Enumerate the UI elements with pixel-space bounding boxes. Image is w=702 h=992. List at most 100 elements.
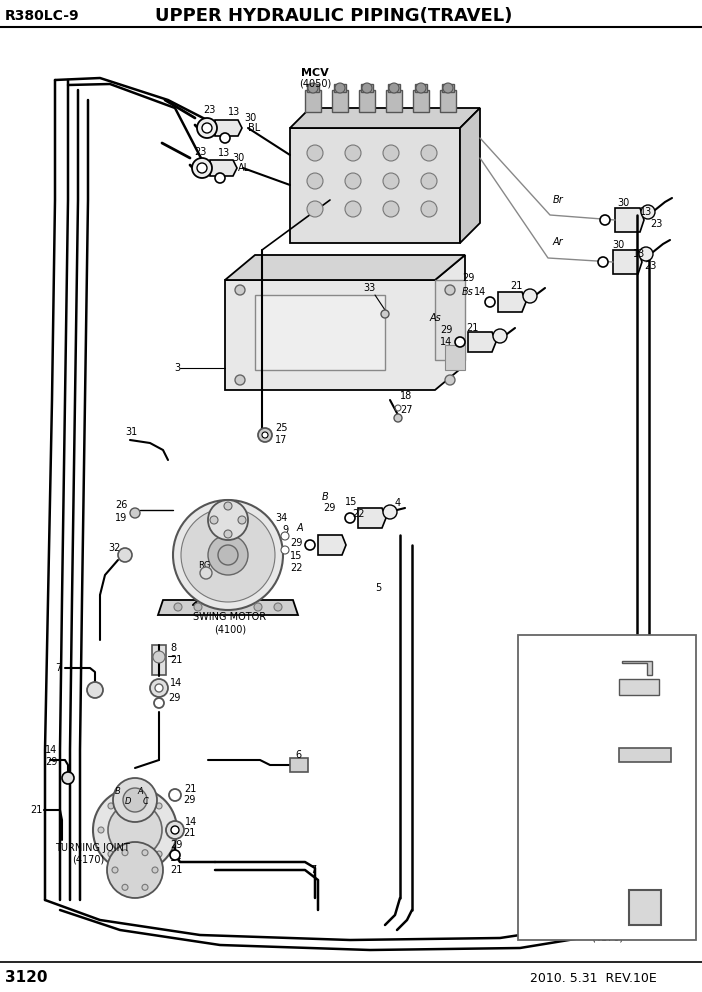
Circle shape xyxy=(641,811,649,819)
Bar xyxy=(413,90,429,112)
Circle shape xyxy=(197,163,207,173)
Circle shape xyxy=(668,789,674,795)
Text: 24: 24 xyxy=(528,664,541,674)
Bar xyxy=(442,84,454,92)
Circle shape xyxy=(661,751,669,759)
Text: 14: 14 xyxy=(440,337,452,347)
Circle shape xyxy=(631,706,659,734)
Circle shape xyxy=(307,145,323,161)
Text: B: B xyxy=(322,492,329,502)
Circle shape xyxy=(335,83,345,93)
Text: TURNING JOINT: TURNING JOINT xyxy=(55,843,130,853)
Circle shape xyxy=(443,83,453,93)
Text: C: C xyxy=(143,798,149,806)
Text: 23: 23 xyxy=(194,147,206,157)
Circle shape xyxy=(156,851,162,857)
Circle shape xyxy=(383,505,397,519)
Circle shape xyxy=(616,789,622,795)
Circle shape xyxy=(345,513,355,523)
Circle shape xyxy=(600,215,610,225)
Text: 29: 29 xyxy=(170,840,183,850)
Circle shape xyxy=(485,297,495,307)
Text: 29: 29 xyxy=(323,503,336,513)
Circle shape xyxy=(156,803,162,808)
Circle shape xyxy=(197,118,217,138)
Circle shape xyxy=(154,698,164,708)
Text: 21: 21 xyxy=(170,655,183,665)
Circle shape xyxy=(192,158,212,178)
Circle shape xyxy=(305,540,315,550)
Circle shape xyxy=(130,508,140,518)
Text: 30: 30 xyxy=(617,198,629,208)
Text: 5: 5 xyxy=(375,583,381,593)
Text: 21: 21 xyxy=(184,784,197,794)
Circle shape xyxy=(224,502,232,510)
Bar xyxy=(415,84,427,92)
Bar xyxy=(388,84,400,92)
Circle shape xyxy=(307,173,323,189)
Text: 30: 30 xyxy=(612,240,624,250)
Text: 14: 14 xyxy=(170,678,183,688)
Circle shape xyxy=(107,842,163,898)
Circle shape xyxy=(308,83,318,93)
Circle shape xyxy=(607,809,683,885)
Circle shape xyxy=(629,916,637,924)
Polygon shape xyxy=(158,600,298,615)
Circle shape xyxy=(641,875,649,883)
Text: 26: 26 xyxy=(115,500,127,510)
Circle shape xyxy=(122,850,128,856)
Text: 29: 29 xyxy=(168,693,180,703)
Text: 14: 14 xyxy=(170,853,183,863)
Circle shape xyxy=(661,771,666,777)
Text: A: A xyxy=(137,788,143,797)
Text: A: A xyxy=(297,523,304,533)
Bar xyxy=(305,90,321,112)
Text: 27: 27 xyxy=(400,405,413,415)
Circle shape xyxy=(171,826,179,834)
Circle shape xyxy=(87,682,103,698)
Text: 9: 9 xyxy=(282,525,288,535)
Text: Bs: Bs xyxy=(462,287,474,297)
Text: 29: 29 xyxy=(440,325,452,335)
Text: 18: 18 xyxy=(400,391,412,401)
Circle shape xyxy=(200,567,212,579)
Circle shape xyxy=(152,867,158,873)
Text: SWING MOTOR: SWING MOTOR xyxy=(194,612,267,622)
Circle shape xyxy=(307,201,323,217)
Circle shape xyxy=(345,201,361,217)
Circle shape xyxy=(383,201,399,217)
Circle shape xyxy=(215,173,225,183)
Bar xyxy=(619,748,671,762)
Circle shape xyxy=(647,751,655,759)
Circle shape xyxy=(663,820,672,828)
Polygon shape xyxy=(460,108,480,243)
Text: 13: 13 xyxy=(218,148,230,158)
Circle shape xyxy=(155,684,163,692)
Text: (4100): (4100) xyxy=(214,624,246,634)
Text: 4: 4 xyxy=(395,498,401,508)
Text: 6: 6 xyxy=(295,750,301,760)
Circle shape xyxy=(108,803,114,808)
Text: 7: 7 xyxy=(310,865,316,875)
Circle shape xyxy=(421,201,437,217)
Text: 13: 13 xyxy=(228,107,240,117)
Text: 16: 16 xyxy=(528,648,541,658)
Circle shape xyxy=(153,651,165,663)
Polygon shape xyxy=(613,250,642,274)
Text: 21: 21 xyxy=(30,805,42,815)
Circle shape xyxy=(389,83,399,93)
Circle shape xyxy=(421,145,437,161)
Circle shape xyxy=(170,850,180,860)
Text: 2010. 5.31  REV.10E: 2010. 5.31 REV.10E xyxy=(530,971,657,984)
Text: 23: 23 xyxy=(650,219,663,229)
Text: 7: 7 xyxy=(55,663,61,673)
Text: RG: RG xyxy=(198,560,211,569)
Text: 11: 11 xyxy=(528,845,541,855)
Circle shape xyxy=(627,774,663,810)
Circle shape xyxy=(132,793,138,799)
Text: 14: 14 xyxy=(474,287,486,297)
Text: 12: 12 xyxy=(528,682,541,692)
Circle shape xyxy=(169,789,181,801)
Text: B: B xyxy=(115,788,121,797)
Text: 10: 10 xyxy=(528,790,541,800)
